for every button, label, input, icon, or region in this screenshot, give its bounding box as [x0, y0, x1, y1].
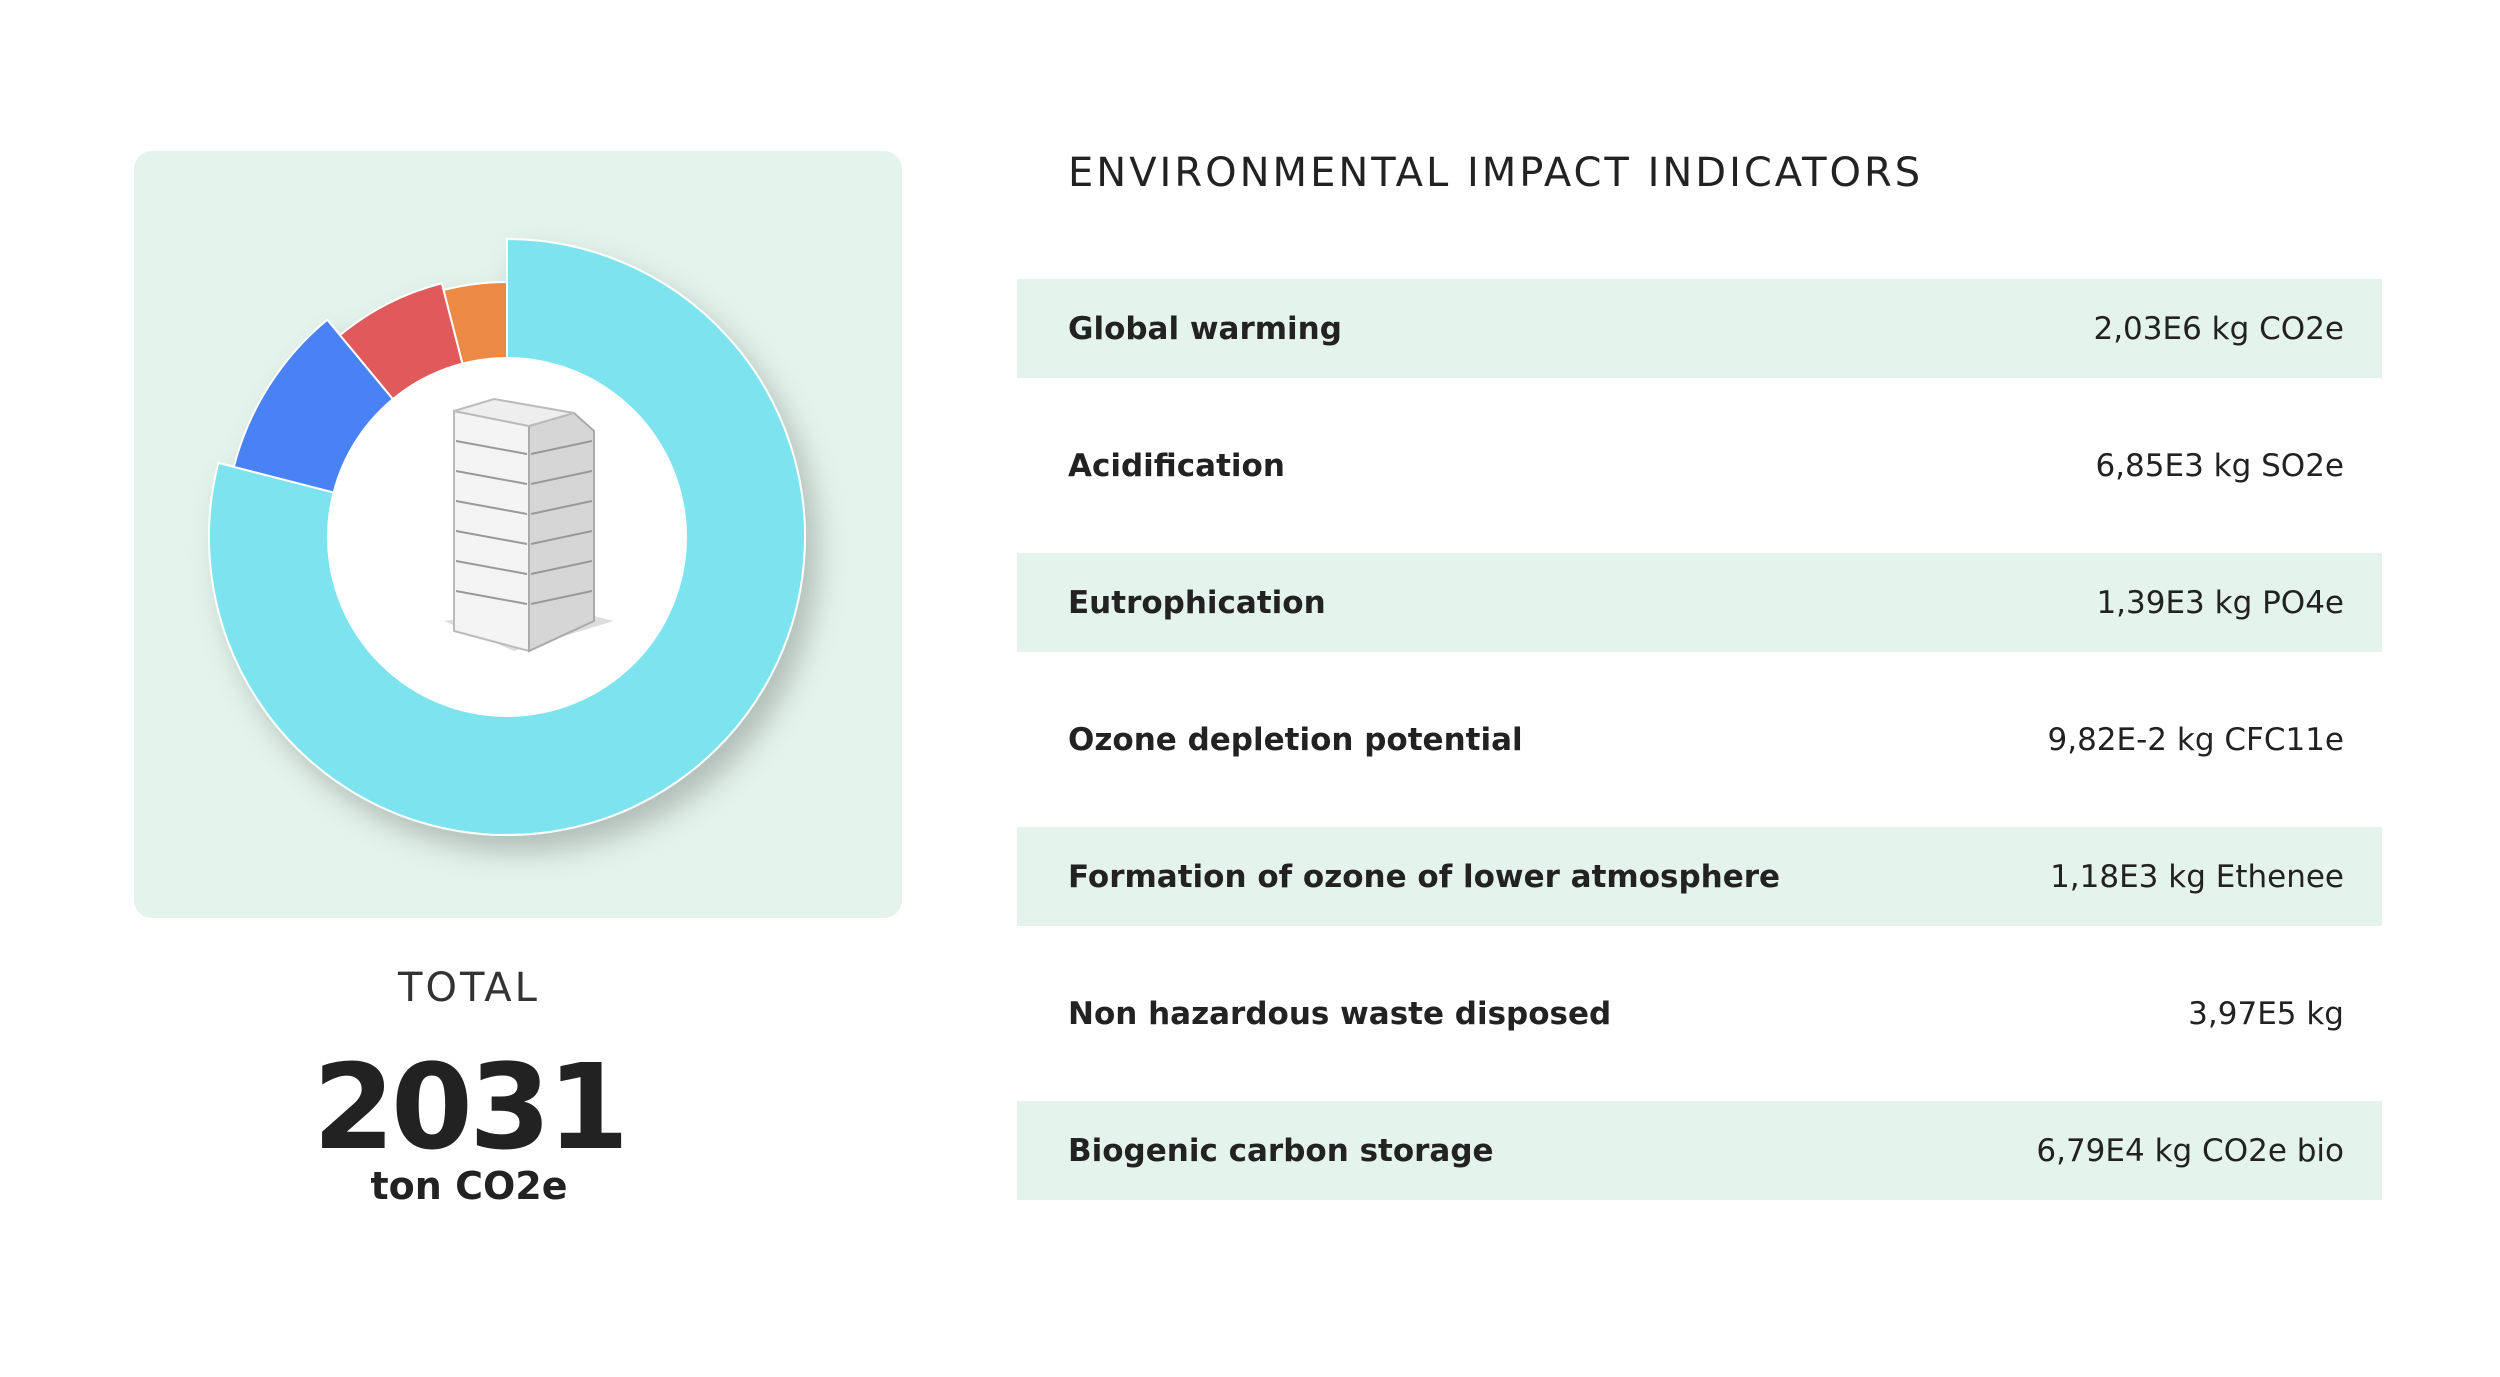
indicator-row: Formation of ozone of lower atmosphere 1,…: [1017, 827, 2382, 926]
indicator-name: Acidification: [1068, 447, 1285, 484]
indicator-value: 1,18E3 kg Ethenee: [2050, 858, 2344, 895]
indicator-name: Eutrophication: [1068, 584, 1326, 621]
building-image: [444, 397, 614, 653]
donut-chart: [208, 237, 806, 836]
indicator-row: Acidification 6,85E3 kg SO2e: [1017, 416, 2382, 515]
indicator-row: Global warming 2,03E6 kg CO2e: [1017, 279, 2382, 378]
indicator-row: Non hazardous waste disposed 3,97E5 kg: [1017, 964, 2382, 1063]
indicator-name: Biogenic carbon storage: [1068, 1132, 1494, 1169]
indicator-name: Ozone depletion potential: [1068, 721, 1523, 758]
total-label: TOTAL: [398, 965, 540, 1011]
indicator-value: 2,03E6 kg CO2e: [2093, 310, 2344, 347]
indicator-name: Non hazardous waste disposed: [1068, 995, 1612, 1032]
indicator-value: 6,79E4 kg CO2e bio: [2036, 1132, 2344, 1169]
indicator-name: Formation of ozone of lower atmosphere: [1068, 858, 1781, 895]
table-title: ENVIRONMENTAL IMPACT INDICATORS: [1068, 150, 1924, 196]
indicator-row: Ozone depletion potential 9,82E-2 kg CFC1…: [1017, 690, 2382, 789]
indicator-table: Global warming 2,03E6 kg CO2e Acidificatio…: [1017, 279, 2382, 1238]
total-value: 2031: [312, 1038, 629, 1176]
indicator-row: Biogenic carbon storage 6,79E4 kg CO2e bi…: [1017, 1101, 2382, 1200]
indicator-value: 3,97E5 kg: [2188, 995, 2344, 1032]
indicator-name: Global warming: [1068, 310, 1342, 347]
indicator-value: 1,39E3 kg PO4e: [2096, 584, 2344, 621]
indicator-value: 6,85E3 kg SO2e: [2095, 447, 2344, 484]
total-unit: ton CO2e: [370, 1164, 568, 1208]
indicator-row: Eutrophication 1,39E3 kg PO4e: [1017, 553, 2382, 652]
indicator-value: 9,82E-2 kg CFC11e: [2047, 721, 2345, 758]
